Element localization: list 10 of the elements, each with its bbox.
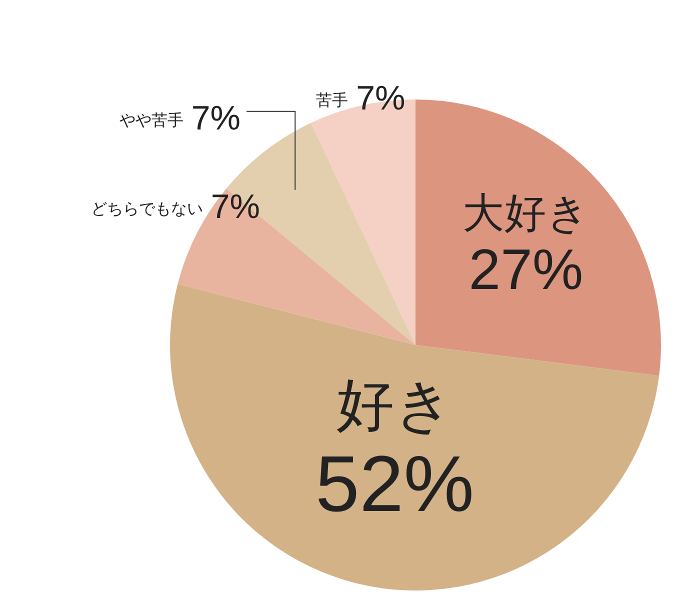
data-label: 52% (315, 439, 474, 528)
data-label: 7% (191, 99, 241, 138)
slice-label: どちらでもない (90, 201, 203, 218)
slice-label: 好き (336, 374, 454, 438)
data-label: 27% (468, 238, 584, 302)
slice-label: やや苦手 (119, 111, 184, 130)
slice-label: 大好き (462, 188, 590, 236)
data-label: 7% (210, 188, 260, 226)
data-label: 7% (356, 80, 406, 118)
slice-label: 苦手 (316, 92, 348, 110)
